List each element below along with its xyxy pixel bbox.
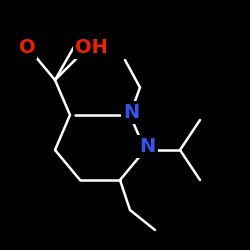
Text: N: N bbox=[140, 137, 156, 156]
Text: O: O bbox=[19, 38, 35, 57]
Text: N: N bbox=[123, 103, 140, 122]
Text: OH: OH bbox=[75, 38, 108, 57]
